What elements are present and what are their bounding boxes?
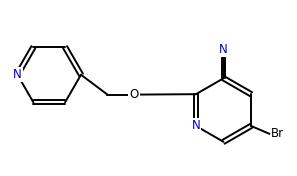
Text: O: O: [129, 88, 139, 101]
Text: N: N: [13, 68, 22, 81]
Text: Br: Br: [271, 127, 285, 140]
Text: N: N: [192, 120, 200, 133]
Text: N: N: [219, 43, 228, 56]
